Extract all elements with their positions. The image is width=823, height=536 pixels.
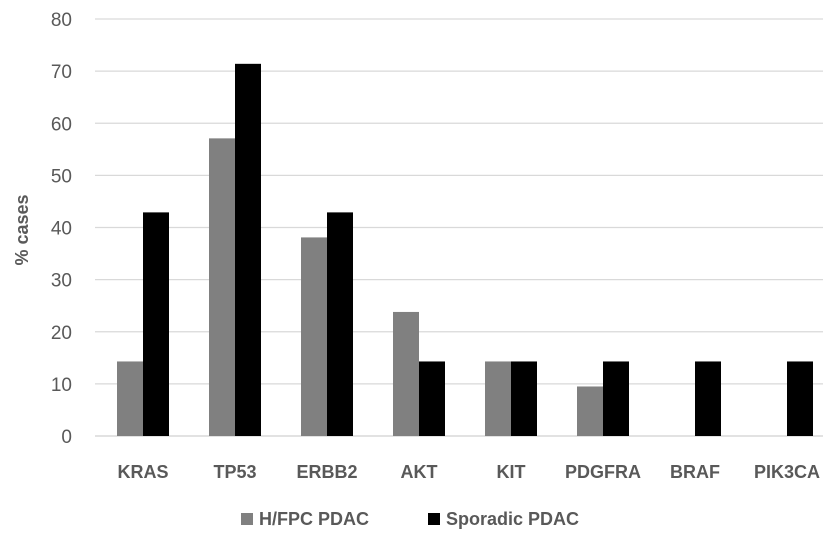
x-axis-categories: KRAS TP53 ERBB2 AKT KIT PDGFRA BRAF PIK3CA — [117, 462, 820, 482]
bar-sporadic-kras — [143, 212, 169, 436]
legend-swatch — [241, 513, 253, 525]
bar-hfpc-kras — [117, 361, 143, 436]
y-tick-label: 0 — [61, 427, 72, 448]
bar-hfpc-pdgfra — [577, 386, 603, 436]
bar-sporadic-akt — [419, 361, 445, 436]
y-tick-label: 60 — [51, 114, 72, 135]
x-category-label: KRAS — [117, 462, 168, 482]
y-tick-label: 50 — [51, 166, 72, 187]
y-tick-label: 10 — [51, 375, 72, 396]
legend-swatch — [428, 513, 440, 525]
x-category-label: TP53 — [213, 462, 256, 482]
y-tick-label: 20 — [51, 323, 72, 344]
bar-hfpc-akt — [393, 311, 419, 436]
bar-hfpc-tp53 — [209, 138, 235, 436]
x-category-label: ERBB2 — [296, 462, 357, 482]
legend-label: Sporadic PDAC — [446, 509, 579, 529]
y-tick-label: 70 — [51, 62, 72, 83]
bar-hfpc-erbb2 — [301, 237, 327, 436]
bar-sporadic-tp53 — [235, 63, 261, 436]
bars — [117, 63, 813, 436]
bar-sporadic-pdgfra — [603, 361, 629, 436]
x-category-label: KIT — [497, 462, 526, 482]
x-category-label: PDGFRA — [565, 462, 641, 482]
legend-label: H/FPC PDAC — [259, 509, 369, 529]
y-tick-label: 30 — [51, 271, 72, 292]
legend: H/FPC PDAC Sporadic PDAC — [241, 509, 579, 529]
bar-sporadic-pik3ca — [787, 361, 813, 436]
bar-sporadic-braf — [695, 361, 721, 436]
bar-hfpc-kit — [485, 361, 511, 436]
x-category-label: BRAF — [670, 462, 720, 482]
bar-sporadic-erbb2 — [327, 212, 353, 436]
y-axis-title: % cases — [12, 194, 32, 265]
y-tick-label: 40 — [51, 219, 72, 240]
x-category-label: AKT — [401, 462, 438, 482]
y-tick-label: 80 — [51, 10, 72, 31]
x-category-label: PIK3CA — [754, 462, 820, 482]
bar-sporadic-kit — [511, 361, 537, 436]
y-axis-ticks: 0 10 20 30 40 50 60 70 80 — [51, 10, 72, 448]
